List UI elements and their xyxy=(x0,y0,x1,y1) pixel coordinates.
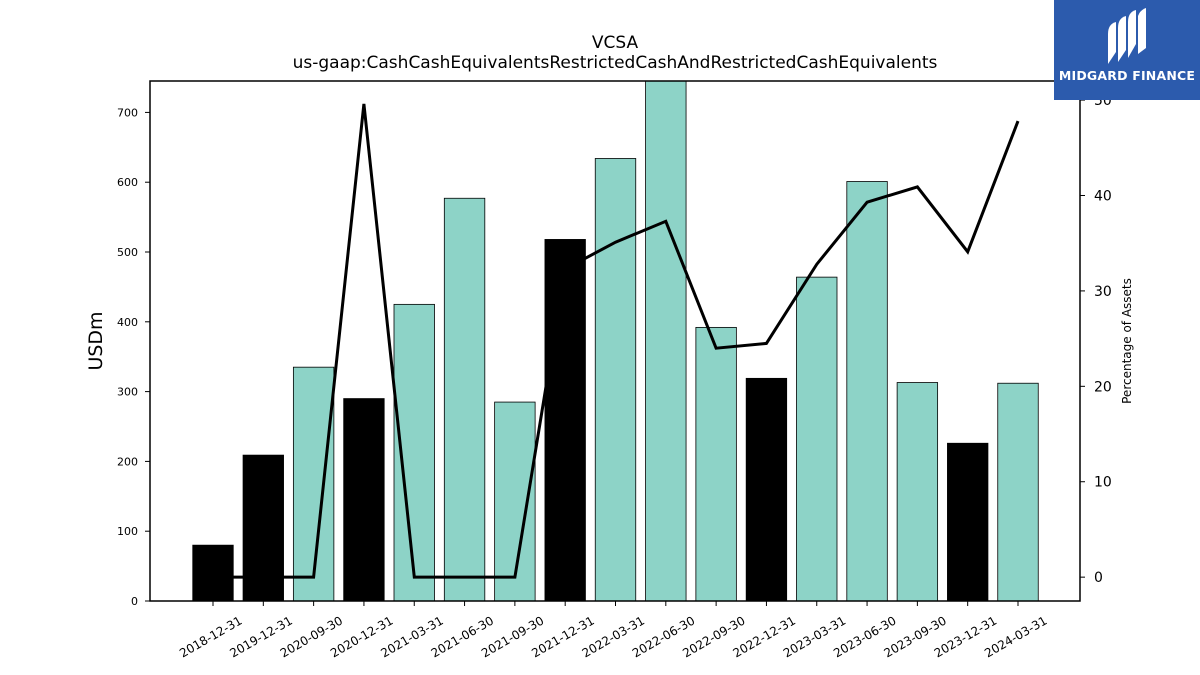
bar-2023-03-31 xyxy=(796,276,838,602)
bar-2023-06-30 xyxy=(846,181,888,602)
y-tick-label: 600 xyxy=(117,176,138,189)
y2-axis-label: Percentage of Assets xyxy=(1120,278,1134,404)
bar-2022-03-31 xyxy=(594,158,637,602)
y2-tick-label: 0 xyxy=(1094,570,1103,586)
bar-2022-12-31 xyxy=(745,377,788,602)
bar-2020-12-31 xyxy=(343,398,385,602)
bar-2022-06-30 xyxy=(645,80,687,602)
y-tick-label: 300 xyxy=(117,386,138,399)
bar-2023-12-31 xyxy=(947,442,989,602)
y-axis-label: USDm xyxy=(85,311,107,370)
chart-title: VCSA xyxy=(592,33,639,53)
logo-text: MIDGARD FINANCE xyxy=(1058,68,1196,83)
y-tick-label: 700 xyxy=(117,106,138,119)
y-tick-label: 500 xyxy=(117,246,138,259)
percentage-line xyxy=(213,103,1020,579)
bar-2021-06-30 xyxy=(443,197,486,602)
y-tick-label: 400 xyxy=(117,316,138,329)
bar-2019-12-31 xyxy=(242,454,284,602)
line-group xyxy=(213,103,1020,579)
midgard-logo-icon xyxy=(1108,8,1146,64)
y-tick-label: 200 xyxy=(117,455,138,468)
y-axis-left: 0 100 200 300 400 500 600 700 xyxy=(117,106,150,608)
bar-2023-09-30 xyxy=(896,382,939,602)
bar-2022-09-30 xyxy=(695,326,737,602)
bar-2021-12-31 xyxy=(544,239,586,602)
y-tick-label: 100 xyxy=(117,525,138,538)
bar-2024-03-31 xyxy=(997,382,1039,602)
y2-tick-label: 40 xyxy=(1094,188,1112,204)
y-tick-label: 0 xyxy=(131,595,138,608)
bar-2018-12-31 xyxy=(192,544,234,602)
bar-2020-09-30 xyxy=(292,366,335,602)
x-axis: 2018-12-312019-12-312020-09-302020-12-31… xyxy=(177,601,1050,660)
y2-tick-label: 10 xyxy=(1094,475,1112,491)
chart-subtitle: us-gaap:CashCashEquivalentsRestrictedCas… xyxy=(293,53,938,73)
y2-tick-label: 30 xyxy=(1094,284,1112,300)
y2-tick-label: 20 xyxy=(1094,379,1112,395)
brand-logo: MIDGARD FINANCE xyxy=(1054,0,1200,100)
